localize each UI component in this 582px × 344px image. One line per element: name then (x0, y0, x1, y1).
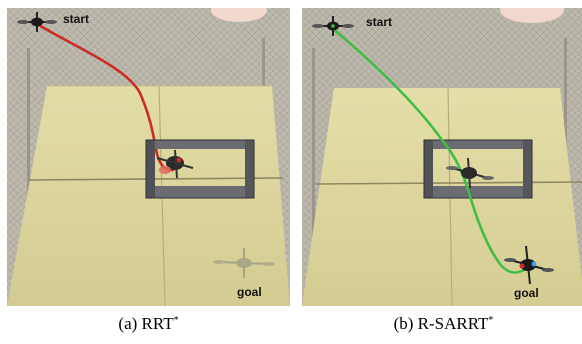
trajectory-path (330, 26, 526, 274)
passing-drone (446, 157, 494, 189)
caption-letter: (a) (118, 314, 138, 333)
photo-panel-r-sarrt: start goal (302, 8, 582, 306)
crashed-drone (156, 149, 194, 179)
caption-r-sarrt: (b) R-SARRT* (302, 314, 582, 334)
caption-planner: R-SARRT (417, 314, 489, 333)
photo-panel-rrt: start goal (7, 8, 290, 306)
start-drone (312, 16, 354, 36)
photo-rrt: start goal (7, 8, 290, 306)
caption-superscript: * (173, 315, 179, 326)
caption-superscript: * (488, 315, 494, 326)
caption-rrt: (a) RRT* (7, 314, 290, 334)
goal-label: goal (514, 286, 539, 300)
start-drone (17, 12, 57, 32)
goal-label: goal (237, 285, 262, 299)
trajectory-path (35, 22, 175, 172)
ceiling-light (500, 8, 564, 23)
start-label: start (63, 12, 89, 26)
photo-r-sarrt: start goal (302, 8, 582, 306)
goal-drone-shadow (213, 248, 275, 278)
gate (145, 139, 255, 199)
gate (423, 139, 533, 199)
start-label: start (366, 15, 392, 29)
goal-drone (504, 245, 554, 285)
ceiling-light (211, 8, 267, 22)
caption-letter: (b) (393, 314, 414, 333)
caption-planner: RRT (141, 314, 174, 333)
